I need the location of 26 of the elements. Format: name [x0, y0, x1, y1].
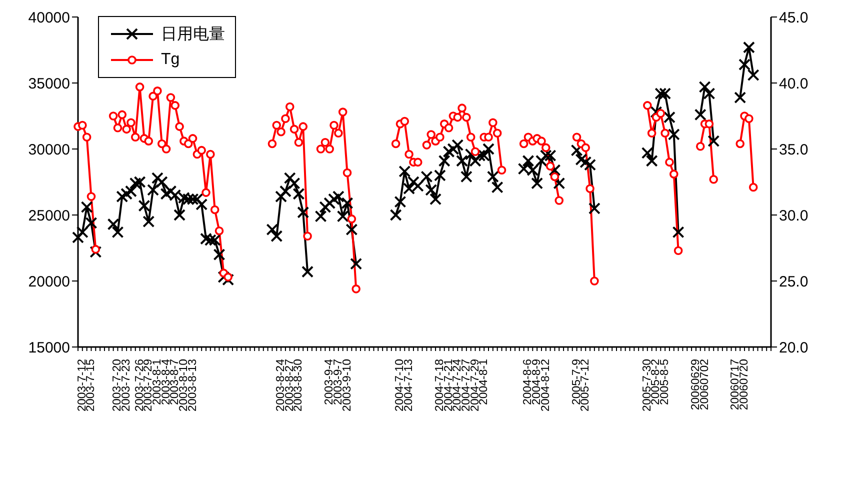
- x-tick-label: 2004-8-1: [478, 359, 490, 406]
- y2-tick-label: 35.0: [779, 141, 808, 158]
- y2-tick-label: 30.0: [779, 207, 808, 224]
- x-tick-label: 2004-7-13: [403, 359, 416, 412]
- x-tick-label: 2003-8-30: [292, 359, 305, 412]
- y2-tick-label: 25.0: [779, 273, 808, 290]
- y-tick-label: 20000: [28, 273, 70, 290]
- x-tick-label: 2003-7-23: [120, 359, 133, 412]
- x-tick-label: 2003-9-10: [341, 359, 354, 412]
- y-tick-label: 35000: [28, 75, 70, 92]
- x-tick-label: 2005-8-5: [659, 359, 672, 406]
- x-tick-label: 2003-7-15: [85, 359, 98, 412]
- x-tick-label: 20060720: [738, 359, 751, 410]
- y-tick-label: 25000: [28, 207, 70, 224]
- y2-tick-label: 45.0: [779, 9, 808, 26]
- x-tick-label: 2004-8-12: [540, 359, 552, 412]
- legend-label: 日用电量: [161, 24, 225, 44]
- y-tick-label: 30000: [28, 141, 70, 158]
- y-tick-label: 40000: [28, 9, 70, 26]
- x-tick-label: 2005-7-12: [580, 359, 592, 412]
- x-tick-label: 2003-8-13: [186, 359, 199, 412]
- y-tick-label: 15000: [28, 339, 70, 356]
- x-tick-label: 20060702: [698, 359, 711, 410]
- y2-tick-label: 40.0: [779, 75, 808, 92]
- legend-label: Tg: [161, 51, 180, 69]
- y2-tick-label: 20.0: [779, 339, 808, 356]
